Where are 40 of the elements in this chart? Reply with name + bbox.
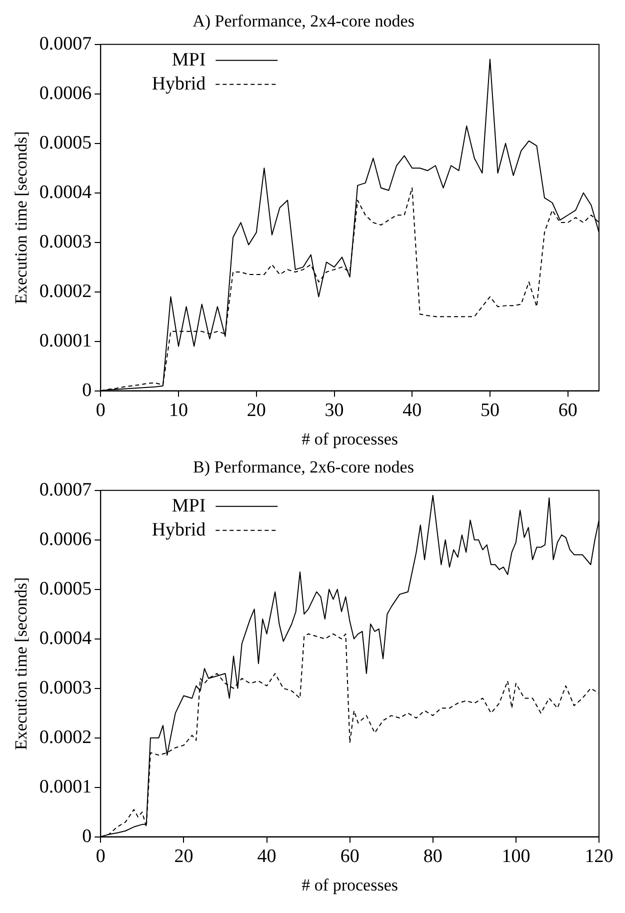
x-axis-title: # of processes — [302, 875, 398, 894]
y-tick-label: 0.0002 — [39, 726, 92, 748]
x-tick-label: 50 — [480, 400, 500, 422]
x-tick-label: 60 — [558, 400, 578, 422]
y-axis-title: Execution time [seconds] — [12, 577, 31, 750]
x-tick-label: 80 — [423, 846, 442, 868]
y-tick-label: 0.0003 — [39, 677, 92, 698]
x-tick-label: 100 — [502, 846, 530, 868]
legend-label: Hybrid — [152, 73, 206, 94]
legend-label: MPI — [172, 495, 206, 516]
y-tick-label: 0.0006 — [39, 82, 92, 104]
x-tick-label: 0 — [96, 846, 106, 868]
x-tick-label: 0 — [96, 400, 106, 422]
y-tick-label: 0.0007 — [39, 479, 92, 500]
y-tick-label: 0.0007 — [39, 33, 92, 54]
x-tick-label: 30 — [324, 400, 344, 422]
chart-title: B) Performance, 2x6-core nodes — [193, 458, 414, 477]
y-axis-title: Execution time [seconds] — [12, 131, 31, 304]
x-tick-label: 40 — [257, 846, 276, 868]
x-tick-label: 20 — [174, 846, 194, 868]
x-tick-label: 10 — [169, 400, 188, 422]
chart-title: A) Performance, 2x4-core nodes — [192, 12, 414, 31]
x-tick-label: 40 — [402, 400, 422, 422]
y-tick-label: 0 — [82, 826, 92, 847]
y-tick-label: 0.0001 — [39, 330, 92, 352]
x-tick-label: 60 — [340, 846, 360, 868]
y-tick-label: 0.0001 — [39, 776, 92, 798]
x-tick-label: 120 — [584, 846, 614, 868]
y-tick-label: 0 — [82, 380, 92, 401]
x-tick-label: 20 — [246, 400, 266, 422]
y-tick-label: 0.0005 — [39, 132, 92, 154]
y-tick-label: 0.0002 — [39, 280, 92, 302]
y-tick-label: 0.0005 — [39, 578, 92, 600]
legend-label: Hybrid — [152, 519, 206, 540]
y-tick-label: 0.0006 — [39, 528, 92, 550]
y-tick-label: 0.0004 — [39, 628, 92, 649]
y-tick-label: 0.0003 — [39, 231, 92, 252]
x-axis-title: # of processes — [302, 429, 398, 448]
legend-label: MPI — [172, 49, 206, 70]
y-tick-label: 0.0004 — [39, 182, 92, 203]
